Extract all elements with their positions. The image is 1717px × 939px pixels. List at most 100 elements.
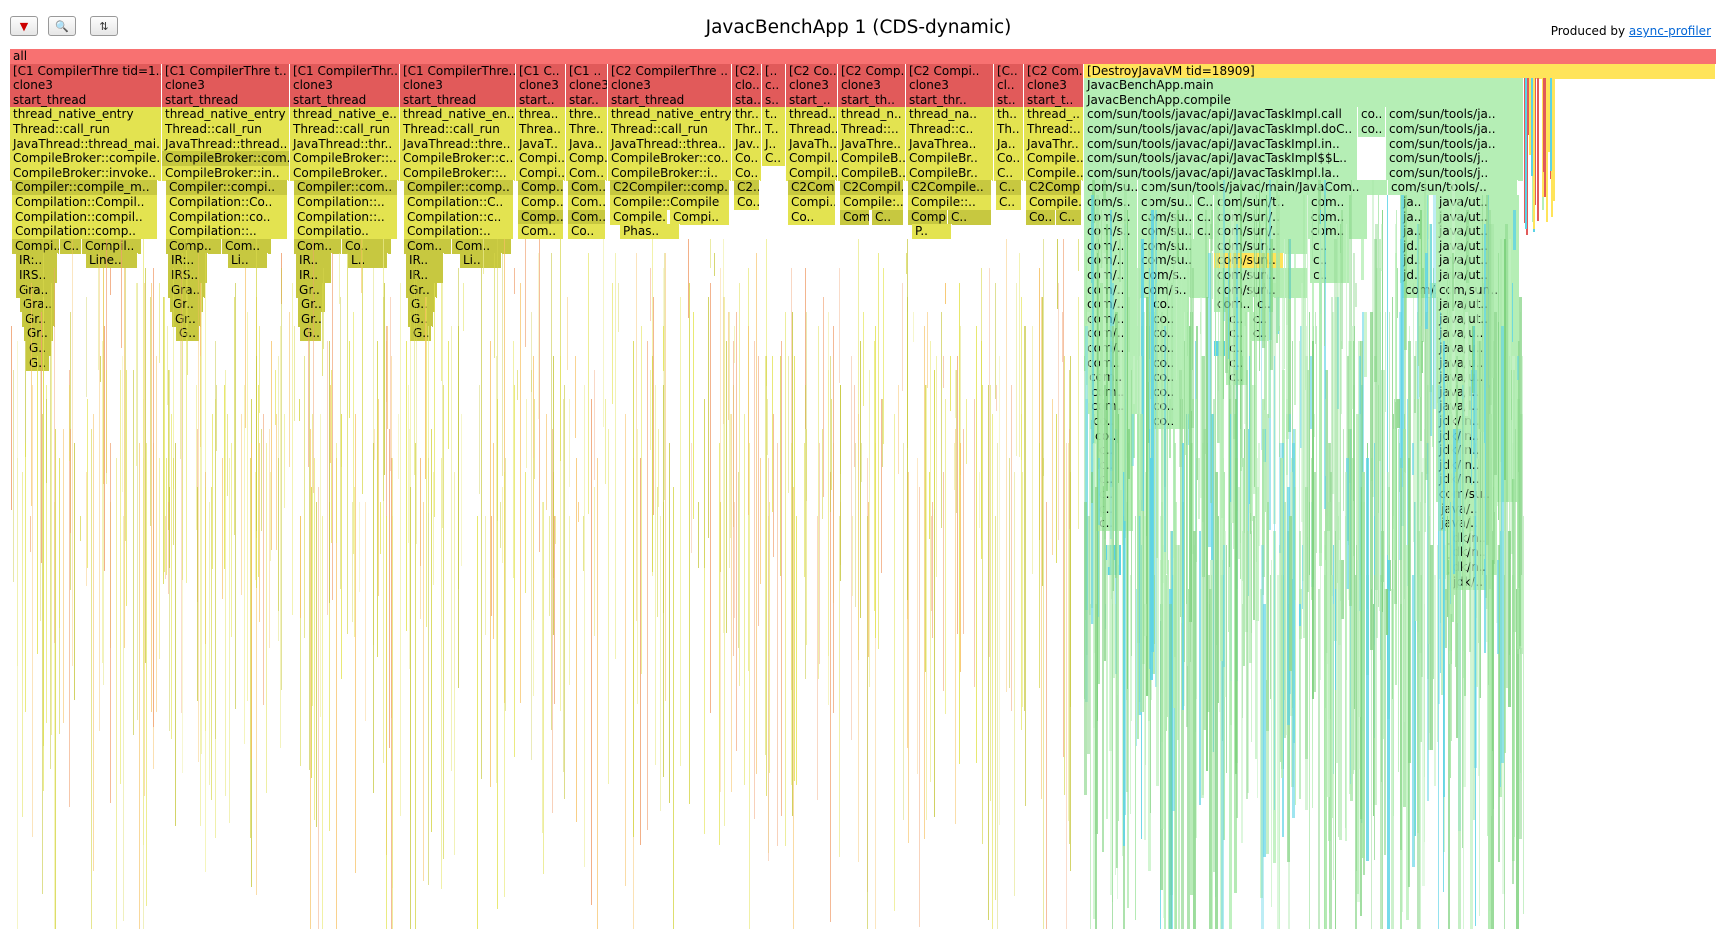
flame-frame[interactable]: Comp.. <box>518 195 564 210</box>
flame-frame[interactable]: Compile::Compile <box>610 195 730 210</box>
flame-frame[interactable]: Jav.. <box>732 136 762 152</box>
flame-frame[interactable]: Compilation::co.. <box>166 209 288 225</box>
flame-frame[interactable]: CompileBroker::.. <box>400 165 516 181</box>
flame-frame[interactable]: T.. <box>762 122 786 137</box>
flame-frame[interactable]: Co.. <box>732 165 762 181</box>
flame-frame[interactable]: c.. <box>762 78 786 94</box>
flame-frame[interactable]: [DestroyJavaVM tid=18909] <box>1084 63 1716 79</box>
flame-frame[interactable]: Thread:.. <box>1024 122 1084 137</box>
flame-frame[interactable]: Phas.. <box>620 224 680 240</box>
flame-frame[interactable]: JavaThread::thread.. <box>162 136 290 152</box>
flame-frame[interactable]: t.. <box>762 107 786 123</box>
flame-frame[interactable]: cl.. <box>994 78 1024 94</box>
flame-frame[interactable]: Compiler::compile_m.. <box>12 180 158 196</box>
flame-frame[interactable]: thread_na.. <box>906 107 994 123</box>
flame-frame[interactable]: Compil.. <box>786 151 838 167</box>
flame-frame[interactable]: c.. <box>1310 253 1350 269</box>
flame-frame[interactable]: Thread::call_run <box>608 122 732 137</box>
flame-frame[interactable]: Thr.. <box>732 122 762 137</box>
flame-frame[interactable]: ja.. <box>1400 209 1430 225</box>
flame-frame[interactable]: CompileBroker::invoke.. <box>10 165 162 181</box>
flame-frame[interactable]: start_.. <box>786 92 838 108</box>
flame-frame[interactable]: co.. <box>1358 122 1386 137</box>
flame-frame[interactable]: sta.. <box>732 92 762 108</box>
flame-frame[interactable]: Com.. <box>568 209 606 225</box>
flame-frame[interactable]: Co.. <box>788 209 836 225</box>
flame-frame[interactable]: thread_.. <box>1024 107 1084 123</box>
flame-frame[interactable]: Gra.. <box>20 297 56 313</box>
flame-frame[interactable]: [C2 Compi.. <box>906 63 994 79</box>
flame-frame[interactable]: [C2.. <box>732 63 762 79</box>
flame-frame[interactable]: IRS.. <box>16 268 58 283</box>
flame-frame[interactable]: Com.. <box>452 238 512 254</box>
flame-frame[interactable]: Co.. <box>342 238 392 254</box>
flame-frame[interactable]: Thread::call_run <box>400 122 516 137</box>
flame-frame[interactable]: [.. <box>762 63 786 79</box>
flame-frame[interactable]: java/ut.. <box>1436 209 1520 225</box>
flame-frame[interactable]: [C2 Co.. <box>786 63 838 79</box>
reverse-icon[interactable]: ⇅ <box>90 16 118 36</box>
flame-frame[interactable]: start_thread <box>10 92 162 108</box>
async-profiler-link[interactable]: async-profiler <box>1628 24 1711 38</box>
flame-frame[interactable]: Co.. <box>732 151 762 167</box>
flame-frame[interactable]: all <box>10 49 1717 64</box>
flame-frame[interactable]: Line.. <box>86 253 138 269</box>
flame-frame[interactable]: Co.. <box>734 195 760 210</box>
flame-frame[interactable]: Thread::c.. <box>906 122 994 137</box>
flame-frame[interactable]: start_thread <box>290 92 400 108</box>
flame-frame[interactable]: clone3 <box>566 78 608 94</box>
flame-frame[interactable]: st.. <box>994 92 1024 108</box>
flame-frame[interactable]: com/sun/tools/javac/api/JavacTaskImpl.in… <box>1084 136 1358 152</box>
flame-frame[interactable]: Compilation::Co.. <box>166 195 288 210</box>
flame-frame[interactable]: com/sun/tools/ja.. <box>1386 136 1524 152</box>
flame-frame[interactable]: Compiler::compi.. <box>166 180 288 196</box>
flame-frame[interactable]: Compilation:.. <box>404 224 514 240</box>
flame-frame[interactable]: Com.. <box>566 165 608 181</box>
flame-frame[interactable]: C.. <box>872 209 904 225</box>
flame-frame[interactable]: JavaThread::thread_mai.. <box>10 136 162 152</box>
flame-frame[interactable]: Thread.. <box>786 122 838 137</box>
flame-frame[interactable]: IR.. <box>406 253 444 269</box>
flame-frame[interactable]: Compi.. <box>788 195 836 210</box>
flame-frame[interactable]: C2Compi.. <box>1026 180 1082 196</box>
flame-frame[interactable]: Co.. <box>1026 209 1056 225</box>
flame-frame[interactable]: clone3 <box>290 78 400 94</box>
flame-frame[interactable]: JavaThread::threa.. <box>608 136 732 152</box>
flame-frame[interactable]: co.. <box>1150 297 1190 313</box>
flame-frame[interactable]: clone3 <box>400 78 516 94</box>
flame-frame[interactable]: ja.. <box>1400 224 1430 240</box>
flame-frame[interactable]: Compile.. <box>610 209 668 225</box>
flame-frame[interactable]: Com.. <box>568 195 606 210</box>
flame-frame[interactable]: C.. <box>948 209 992 225</box>
flame-frame[interactable]: Comp.. <box>908 209 948 225</box>
flame-frame[interactable]: [C1 CompilerThr.. <box>290 63 400 79</box>
flame-frame[interactable]: Th.. <box>994 122 1024 137</box>
flame-frame[interactable]: Com.. <box>518 224 564 240</box>
flame-frame[interactable]: Li.. <box>228 253 268 269</box>
flame-frame[interactable]: IR.. <box>296 253 332 269</box>
flame-frame[interactable]: c.. <box>1310 238 1350 254</box>
flame-frame[interactable]: start.. <box>516 92 566 108</box>
flame-frame[interactable]: thre.. <box>566 107 608 123</box>
flame-frame[interactable]: IRS.. <box>168 268 208 283</box>
flame-frame[interactable]: Compile::.. <box>908 195 992 210</box>
flame-frame[interactable]: JavaThrea.. <box>906 136 994 152</box>
flame-frame[interactable]: Thread::call_run <box>162 122 290 137</box>
flame-frame[interactable]: s.. <box>762 92 786 108</box>
flame-frame[interactable]: CompileBroker::co.. <box>608 151 732 167</box>
flame-frame[interactable]: Compilation::.. <box>294 209 398 225</box>
flame-frame[interactable]: IR.. <box>406 268 444 283</box>
flame-frame[interactable]: L.. <box>348 253 388 269</box>
flame-frame[interactable]: clone3 <box>906 78 994 94</box>
flame-frame[interactable]: Comp.. <box>518 180 564 196</box>
flame-frame[interactable]: CompileBroker::c.. <box>400 151 516 167</box>
flame-frame[interactable]: com/sun/tools/javac/api/JavacTaskImpl.do… <box>1084 122 1358 137</box>
flame-frame[interactable]: [C1 .. <box>566 63 608 79</box>
flame-frame[interactable]: C.. <box>994 165 1024 181</box>
flame-frame[interactable]: C.. <box>996 195 1022 210</box>
flame-frame[interactable]: start_thread <box>400 92 516 108</box>
flame-frame[interactable]: [C1 CompilerThre tid=1.. <box>10 63 162 79</box>
flame-frame[interactable]: clone3 <box>516 78 566 94</box>
flame-frame[interactable]: Co.. <box>994 151 1024 167</box>
flame-frame[interactable]: c.. <box>1194 224 1214 240</box>
